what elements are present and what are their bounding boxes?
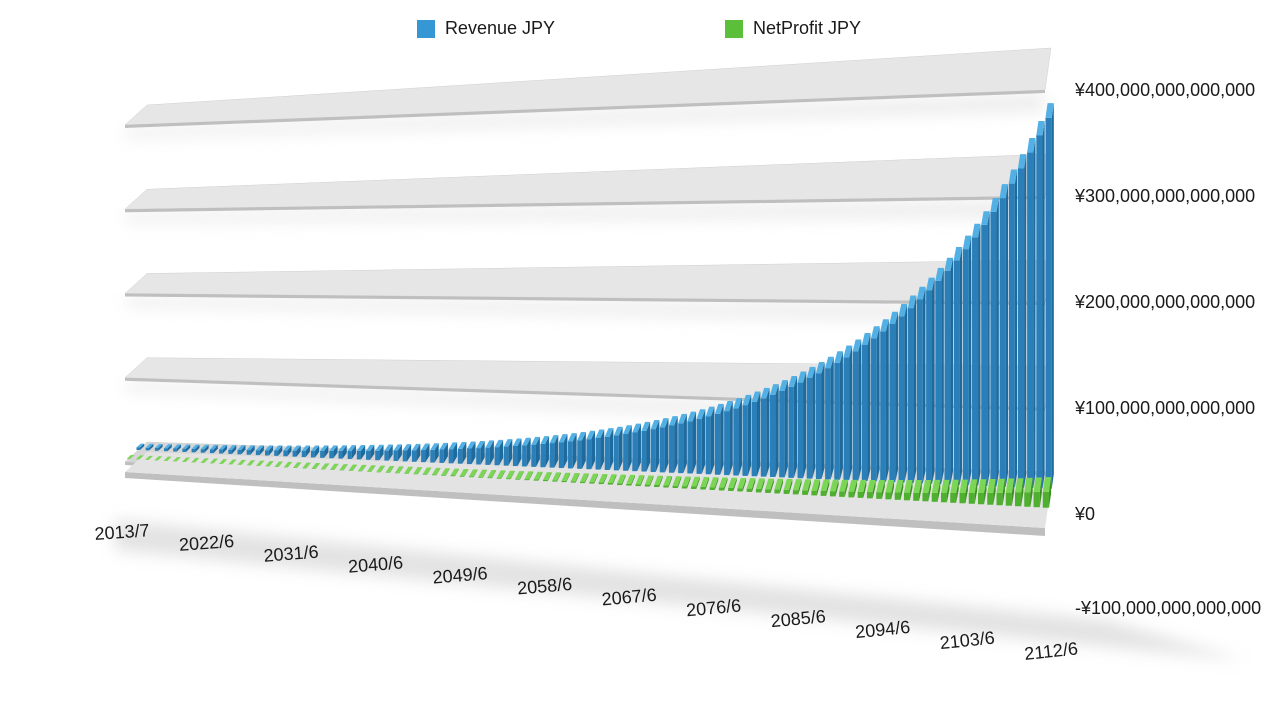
x-tick-label: 2112/6 xyxy=(1023,638,1079,664)
y-tick-label: ¥300,000,000,000,000 xyxy=(1074,186,1255,206)
legend-label-revenue: Revenue JPY xyxy=(445,18,555,39)
x-tick-label: 2085/6 xyxy=(770,606,827,631)
y-tick-label: ¥0 xyxy=(1074,504,1095,524)
x-tick-label: 2013/7 xyxy=(94,520,150,544)
y-axis-labels: -¥100,000,000,000,000 ¥0 ¥100,000,000,000,… xyxy=(1074,80,1261,618)
chart-canvas: -¥100,000,000,000,000 ¥0 ¥100,000,000,000,… xyxy=(0,0,1278,721)
legend-swatch-revenue xyxy=(417,20,435,38)
x-tick-label: 2031/6 xyxy=(263,542,319,566)
x-tick-label: 2103/6 xyxy=(939,628,996,653)
x-tick-label: 2022/6 xyxy=(178,531,234,555)
x-tick-label: 2067/6 xyxy=(601,585,658,610)
x-tick-label: 2094/6 xyxy=(854,617,911,642)
x-tick-label: 2076/6 xyxy=(685,595,742,620)
y-tick-label: ¥200,000,000,000,000 xyxy=(1074,292,1255,312)
y-tick-label: -¥100,000,000,000,000 xyxy=(1075,598,1261,618)
x-tick-label: 2058/6 xyxy=(516,574,573,599)
legend-item-revenue: Revenue JPY xyxy=(417,18,555,39)
legend-label-netprofit: NetProfit JPY xyxy=(753,18,861,39)
y-tick-label: ¥100,000,000,000,000 xyxy=(1074,398,1255,418)
y-tick-label: ¥400,000,000,000,000 xyxy=(1074,80,1255,100)
legend-item-netprofit: NetProfit JPY xyxy=(725,18,861,39)
legend: Revenue JPY NetProfit JPY xyxy=(0,18,1278,39)
legend-swatch-netprofit xyxy=(725,20,743,38)
